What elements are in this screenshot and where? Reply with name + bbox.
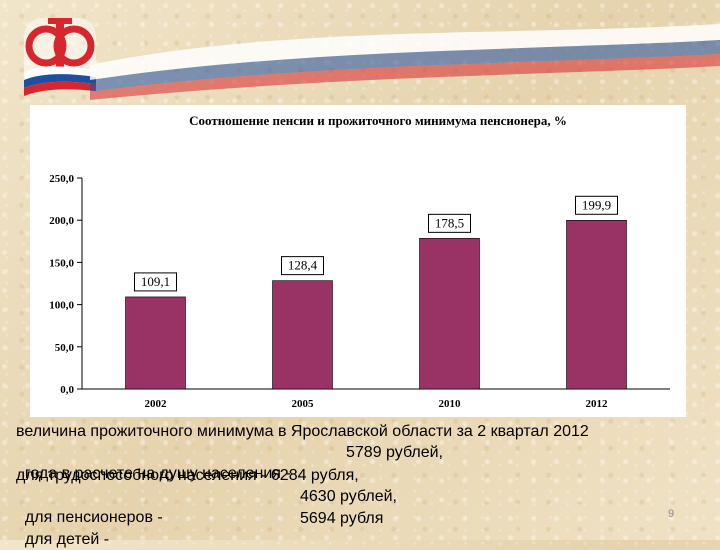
chart-title: Соотношение пенсии и прожиточного миниму… [189,113,567,128]
y-tick-label: 150,0 [49,257,74,269]
data-label: 199,9 [582,197,611,212]
data-label-box [134,272,177,292]
data-label: 178,5 [435,215,464,230]
bar [419,238,480,390]
caption-line: для детей - [16,510,109,550]
data-label: 109,1 [141,274,170,289]
caption-line: года в расчете на душу населения - [16,444,291,484]
caption-value: 5694 рубля [300,510,384,527]
y-tick-label: 0,0 [60,384,74,396]
caption-line: для трудоспособного населения - 6284 руб… [16,467,359,484]
caption-value: 4630 рублей, [300,488,397,505]
bar [566,219,627,390]
x-tick-label: 2010 [439,398,462,410]
page-number: 9 [668,508,675,520]
data-label-box [281,256,324,276]
data-label-box [575,195,618,215]
y-tick-label: 100,0 [49,300,74,312]
data-label: 128,4 [288,258,318,273]
data-label-box [428,213,471,233]
caption-label: года в расчете на душу населения - [24,465,291,482]
y-tick-label: 50,0 [55,342,75,354]
x-tick-label: 2005 [292,398,315,410]
chart-panel: Соотношение пенсии и прожиточного миниму… [30,105,686,417]
x-tick-label: 2012 [586,398,609,410]
caption-line: для пенсионеров - [16,488,163,528]
pfr-logo-icon [24,18,96,96]
y-tick-label: 250,0 [49,173,74,185]
bar [272,280,333,390]
flag-ribbon-decoration [90,24,720,100]
caption-label: для пенсионеров - [24,509,163,526]
caption-line: величина прожиточного минимума в Ярослав… [16,423,589,440]
caption-value: 5789 рублей, [346,444,443,461]
bar-chart: Соотношение пенсии и прожиточного миниму… [49,113,670,410]
bar [125,296,186,390]
x-tick-label: 2002 [145,398,168,410]
y-tick-label: 200,0 [49,215,74,227]
